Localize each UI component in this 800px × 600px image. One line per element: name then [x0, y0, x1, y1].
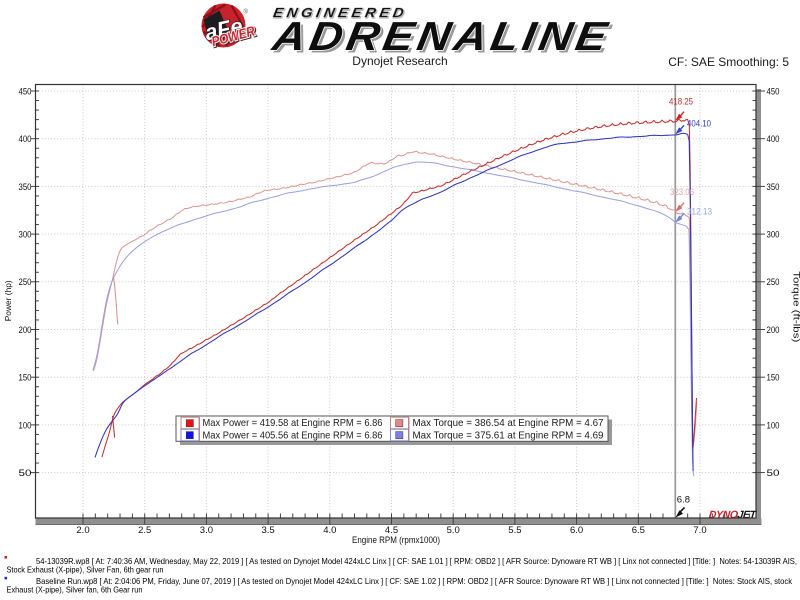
svg-text:50: 50: [767, 468, 780, 479]
svg-text:3.0: 3.0: [200, 525, 213, 536]
svg-text:50: 50: [19, 468, 32, 479]
svg-text:6.5: 6.5: [632, 525, 645, 536]
svg-text:ENGINEERED: ENGINEERED: [272, 4, 409, 20]
svg-text:4.5: 4.5: [385, 525, 398, 536]
svg-text:200: 200: [19, 325, 32, 336]
svg-text:418.25: 418.25: [669, 97, 693, 108]
svg-text:6.8: 6.8: [677, 495, 690, 506]
svg-text:350: 350: [19, 182, 32, 193]
svg-text:Power (hp): Power (hp): [3, 280, 13, 321]
svg-text:323.06: 323.06: [670, 187, 694, 198]
svg-text:150: 150: [767, 373, 780, 384]
svg-text:Engine RPM (rpmx1000): Engine RPM (rpmx1000): [352, 535, 440, 546]
svg-text:ADRENALINE: ADRENALINE: [271, 15, 617, 61]
svg-text:250: 250: [19, 277, 32, 288]
svg-text:Exhaust (X-pipe), Silver fan,: Exhaust (X-pipe), Silver fan, 6th Gear r…: [7, 585, 143, 595]
svg-text:312.13: 312.13: [687, 207, 712, 218]
svg-text:450: 450: [19, 86, 32, 97]
svg-text:400: 400: [767, 134, 780, 145]
svg-text:Baseline Run.wp8 [ At: 2:04:06: Baseline Run.wp8 [ At: 2:04:06 PM, Frida…: [36, 576, 793, 586]
svg-text:6.0: 6.0: [570, 525, 583, 536]
svg-text:Stock Exhaust (X-pipe), Silver: Stock Exhaust (X-pipe), Silver Fan, 6th …: [7, 565, 164, 575]
svg-text:100: 100: [19, 420, 32, 431]
svg-text:350: 350: [767, 182, 780, 193]
svg-text:54-13039R.wp8 [ At: 7:40:36 AM: 54-13039R.wp8 [ At: 7:40:36 AM, Wednesda…: [36, 556, 797, 566]
svg-text:2.5: 2.5: [138, 525, 151, 536]
svg-text:7.0: 7.0: [693, 525, 706, 536]
svg-text:450: 450: [767, 86, 780, 97]
svg-text:100: 100: [767, 420, 780, 431]
svg-text:404.10: 404.10: [687, 119, 711, 130]
svg-text:®: ®: [244, 9, 249, 16]
svg-text:150: 150: [19, 373, 32, 384]
svg-text:200: 200: [767, 325, 780, 336]
svg-text:Max Torque = 386.54 at Engine: Max Torque = 386.54 at Engine RPM = 4.67: [413, 418, 604, 429]
svg-text:4.0: 4.0: [323, 525, 336, 536]
svg-text:Max Power = 419.58 at Engine R: Max Power = 419.58 at Engine RPM = 6.86: [203, 418, 383, 429]
svg-text:300: 300: [767, 230, 780, 241]
svg-text:5.0: 5.0: [447, 525, 460, 536]
svg-text:Max Power = 405.56 at Engine R: Max Power = 405.56 at Engine RPM = 6.86: [203, 430, 383, 441]
svg-text:300: 300: [19, 230, 32, 241]
svg-text:Max Torque = 375.61 at Engine: Max Torque = 375.61 at Engine RPM = 4.69: [413, 430, 604, 441]
svg-text:400: 400: [19, 134, 32, 145]
svg-text:3.5: 3.5: [261, 525, 274, 536]
svg-text:ADRENALINE: ADRENALINE: [268, 13, 614, 59]
svg-text:DYNOJET: DYNOJET: [708, 509, 758, 521]
svg-text:5.5: 5.5: [508, 525, 521, 536]
svg-text:2.0: 2.0: [76, 525, 89, 536]
svg-text:Torque (ft-lbs): Torque (ft-lbs): [791, 271, 800, 342]
svg-text:250: 250: [767, 277, 780, 288]
